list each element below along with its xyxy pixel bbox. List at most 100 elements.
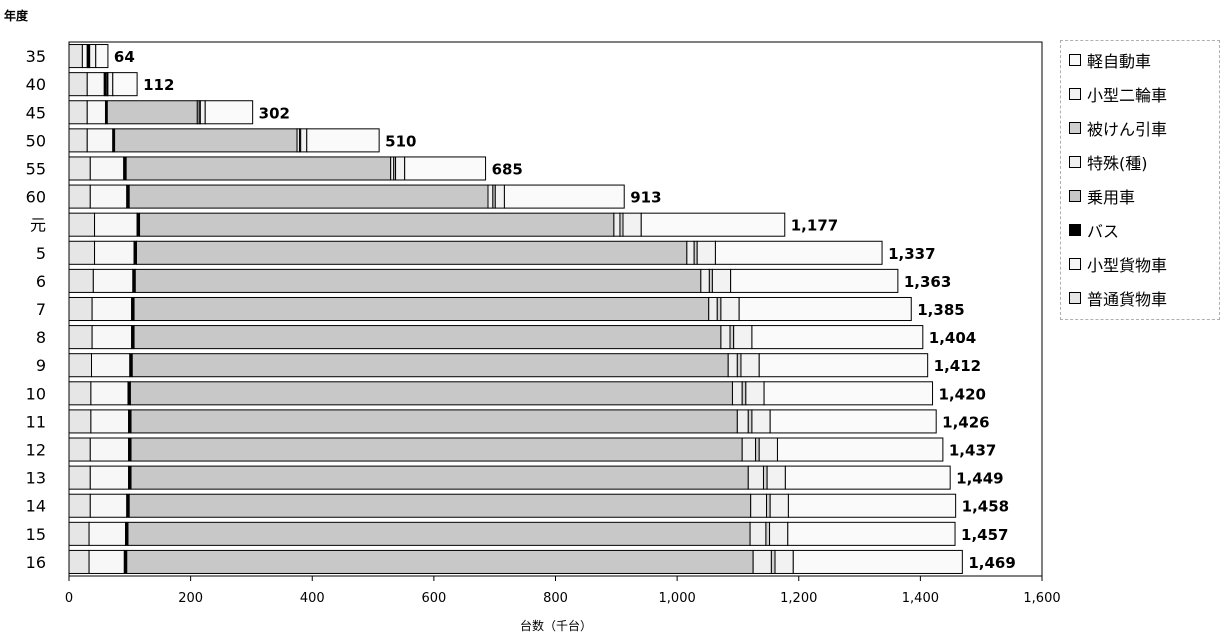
bar-segment — [751, 325, 924, 350]
bar-segment — [133, 296, 710, 322]
y-tick-label: 元 — [30, 216, 46, 235]
total-label: 1,449 — [956, 470, 1003, 488]
bar-segment — [395, 156, 406, 181]
x-axis-title: 台数（千台） — [520, 618, 592, 633]
y-tick-label: 35 — [26, 47, 46, 66]
bar-segment — [89, 156, 125, 181]
y-tick-label: 6 — [36, 272, 46, 291]
y-tick-label: 7 — [36, 300, 46, 319]
bar-segment — [769, 521, 789, 546]
bar-segment — [792, 549, 963, 574]
bar-segment — [729, 325, 735, 350]
bar-segment — [763, 381, 934, 406]
y-tick-label: 10 — [26, 384, 46, 403]
bar-segment — [106, 100, 198, 125]
bar-segment — [787, 493, 957, 518]
bar-segment — [68, 409, 92, 434]
total-label: 1,457 — [961, 526, 1008, 544]
x-tick-label: 1,600 — [1023, 591, 1060, 606]
bar-segment — [92, 268, 134, 293]
total-label: 64 — [114, 48, 135, 66]
y-tick-label: 45 — [26, 103, 46, 122]
x-tick-label: 600 — [421, 591, 446, 606]
legend-item: 乗用車 — [1069, 183, 1135, 209]
legend-swatch — [1069, 88, 1081, 100]
bar-segment — [68, 156, 91, 181]
legend-item: 普通貨物車 — [1069, 285, 1167, 311]
bar-segment — [758, 353, 929, 378]
bar-segment — [750, 493, 768, 518]
bar-segment — [747, 465, 764, 490]
bar-segment — [68, 240, 96, 265]
bar-segment — [68, 212, 96, 237]
x-tick-label: 400 — [300, 591, 325, 606]
bar-segment — [494, 184, 505, 209]
bar-segment — [88, 521, 127, 546]
bar-segment — [686, 240, 695, 265]
bar-segment — [736, 353, 742, 378]
bar-segment — [89, 184, 128, 209]
bar-segment — [89, 437, 130, 462]
bar-segment — [727, 353, 738, 378]
legend-label: 乗用車 — [1087, 188, 1136, 207]
total-label: 1,412 — [934, 357, 981, 375]
legend-label: 特殊(種) — [1087, 154, 1148, 173]
bar-segment — [765, 521, 771, 546]
bar-segment — [131, 353, 729, 378]
bar-segment — [86, 100, 106, 125]
bar-segment — [68, 268, 94, 293]
total-label: 112 — [143, 76, 174, 94]
y-tick-label: 55 — [26, 159, 46, 178]
bar-segment — [730, 268, 899, 293]
bar-segment — [86, 128, 114, 153]
bar-segment — [784, 465, 951, 490]
bar-segment — [68, 493, 91, 518]
legend-item: 小型二輪車 — [1069, 81, 1167, 107]
legend-item: 被けん引車 — [1069, 115, 1167, 141]
bar-segment — [738, 296, 912, 322]
y-tick-label: 9 — [36, 356, 46, 375]
bar-segment — [745, 381, 765, 406]
total-label: 913 — [630, 189, 661, 207]
bar-segment — [731, 381, 743, 406]
total-label: 1,177 — [791, 217, 838, 235]
bar-segment — [776, 437, 944, 462]
bar-segment — [68, 437, 91, 462]
bar-segment — [769, 493, 789, 518]
legend-label: 軽自動車 — [1087, 52, 1152, 71]
bar-segment — [770, 549, 776, 574]
legend-label: 普通貨物車 — [1087, 290, 1168, 309]
bar-segment — [714, 240, 883, 265]
bar-segment — [90, 409, 130, 434]
y-tick-label: 60 — [26, 188, 46, 207]
legend-label: 小型貨物車 — [1087, 256, 1168, 275]
bar-segment — [199, 100, 206, 125]
legend-swatch — [1069, 190, 1081, 202]
y-tick-label: 40 — [26, 75, 46, 94]
bar-segment — [128, 184, 489, 209]
legend-swatch — [1069, 224, 1081, 236]
total-label: 1,404 — [929, 329, 976, 347]
legend-item: 特殊(種) — [1069, 149, 1148, 175]
x-tick-label: 1,400 — [902, 591, 939, 606]
bar-segment — [107, 72, 114, 97]
y-tick-label: 15 — [26, 525, 46, 544]
legend-label: 被けん引車 — [1087, 120, 1168, 139]
bar-segment — [130, 409, 738, 434]
bar-segment — [133, 325, 722, 350]
bar-segment — [751, 409, 771, 434]
legend-swatch — [1069, 258, 1081, 270]
legend-swatch — [1069, 156, 1081, 168]
bar-segment — [68, 325, 93, 350]
bar-segment — [94, 212, 138, 237]
bar-segment — [487, 184, 494, 209]
bar-segment — [68, 184, 91, 209]
bar-segment — [747, 409, 753, 434]
bar-segment — [68, 465, 91, 490]
bar-segment — [139, 212, 615, 237]
bar-segment — [752, 549, 772, 574]
bar-segment — [306, 128, 380, 153]
bar-segment — [755, 437, 760, 462]
bar-segment — [758, 437, 778, 462]
y-axis-title: 年度 — [4, 8, 29, 23]
